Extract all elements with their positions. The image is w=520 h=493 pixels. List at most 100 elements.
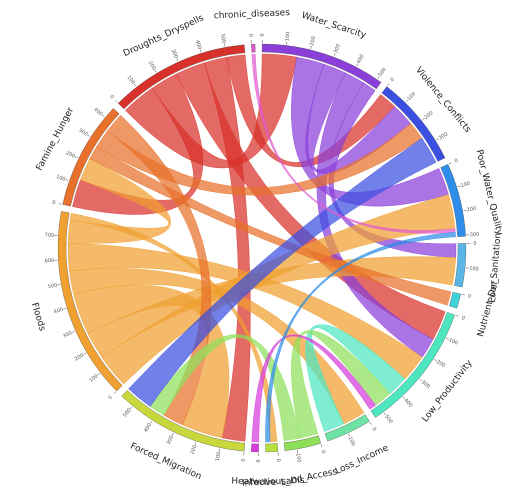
tick-label: 400 bbox=[194, 39, 203, 50]
tick-mark bbox=[419, 378, 423, 382]
tick-mark bbox=[63, 308, 67, 310]
tick-mark bbox=[58, 203, 62, 205]
tick-mark bbox=[436, 138, 440, 141]
tick-mark bbox=[422, 118, 425, 121]
segment-label: Poor_Water_Quality bbox=[474, 149, 505, 237]
chord bbox=[226, 54, 396, 167]
tick-label: 0 bbox=[260, 33, 266, 36]
tick-label: 100 bbox=[215, 451, 223, 462]
tick-label: 400 bbox=[403, 398, 414, 409]
tick-label: 100 bbox=[294, 453, 302, 463]
tick-mark bbox=[348, 433, 350, 437]
tick-mark bbox=[387, 83, 390, 86]
tick-label: 0 bbox=[256, 459, 262, 462]
tick-label: 0 bbox=[370, 426, 377, 432]
tick-label: 300 bbox=[77, 128, 88, 138]
tick-mark bbox=[455, 315, 459, 317]
tick-label: 300 bbox=[62, 330, 73, 339]
segment-arc bbox=[449, 292, 461, 309]
tick-label: 100 bbox=[406, 91, 417, 102]
segment-arc bbox=[251, 443, 259, 453]
segment-arc bbox=[324, 414, 370, 442]
tick-mark bbox=[310, 45, 312, 49]
chord bbox=[203, 57, 251, 442]
segment-label: Floods bbox=[29, 302, 47, 333]
chord bbox=[149, 334, 301, 441]
tick-label: 300 bbox=[438, 131, 449, 141]
chord bbox=[69, 268, 365, 425]
chord bbox=[305, 324, 406, 432]
tick-mark bbox=[356, 63, 359, 67]
tick-label: 0 bbox=[241, 458, 247, 462]
tick-mark bbox=[65, 179, 69, 181]
tick-label: 0 bbox=[107, 395, 113, 402]
tick-mark bbox=[434, 359, 437, 362]
tick-label: 300 bbox=[170, 48, 179, 59]
tick-mark bbox=[87, 134, 91, 137]
tick-mark bbox=[154, 69, 157, 73]
tick-mark bbox=[377, 76, 380, 79]
tick-label: 300 bbox=[333, 43, 342, 54]
tick-label: 0 bbox=[461, 315, 466, 322]
tick-label: 300 bbox=[420, 379, 431, 390]
tick-mark bbox=[133, 83, 137, 87]
tick-label: 0 bbox=[275, 459, 281, 463]
chord bbox=[89, 146, 452, 306]
segment-arc bbox=[118, 44, 246, 110]
tick-mark bbox=[448, 162, 452, 165]
tick-label: 100 bbox=[460, 181, 471, 190]
tick-mark bbox=[101, 114, 105, 118]
chord bbox=[305, 63, 412, 174]
tick-label: 0 bbox=[454, 158, 459, 165]
tick-mark bbox=[113, 391, 117, 395]
tick-mark bbox=[320, 444, 323, 448]
segment-label: Nutrient_Def bbox=[476, 279, 501, 338]
tick-label: 200 bbox=[74, 353, 85, 363]
tick-label: 0 bbox=[247, 34, 253, 37]
tick-mark bbox=[171, 432, 174, 436]
segment-arc bbox=[265, 443, 279, 453]
chord bbox=[328, 82, 457, 258]
segment-arc bbox=[57, 211, 123, 392]
segment-arc bbox=[251, 43, 256, 53]
tick-label: 700 bbox=[44, 232, 54, 239]
tick-mark bbox=[194, 442, 197, 446]
tick-label: 100 bbox=[88, 373, 99, 384]
tick-label: 400 bbox=[356, 54, 366, 65]
tick-label: 500 bbox=[383, 414, 394, 425]
tick-label: 400 bbox=[92, 107, 103, 118]
tick-mark bbox=[405, 99, 409, 103]
tick-label: 300 bbox=[166, 435, 176, 446]
tick-label: 500 bbox=[377, 67, 387, 78]
tick-mark bbox=[199, 49, 202, 53]
tick-mark bbox=[97, 373, 100, 376]
tick-label: 0 bbox=[108, 94, 115, 100]
tick-mark bbox=[461, 294, 465, 296]
chord bbox=[265, 231, 456, 443]
tick-mark bbox=[176, 58, 179, 62]
tick-label: 600 bbox=[44, 258, 54, 265]
tick-mark bbox=[150, 420, 153, 424]
chord bbox=[106, 114, 212, 426]
tick-label: 400 bbox=[53, 307, 64, 316]
tick-label: 500 bbox=[219, 33, 227, 43]
tick-label: 500 bbox=[47, 283, 57, 291]
segment-label: Infectious_Dis bbox=[242, 476, 305, 489]
tick-label: 100 bbox=[469, 266, 479, 273]
tick-label: 200 bbox=[65, 150, 76, 160]
tick-mark bbox=[296, 449, 298, 453]
tick-mark bbox=[57, 284, 61, 286]
tick-label: 0 bbox=[473, 241, 476, 247]
segment-arc bbox=[283, 435, 321, 451]
segment-label: Famine_Hunger bbox=[35, 106, 77, 173]
segment-label: Droughts_Dryspells bbox=[122, 13, 206, 59]
tick-mark bbox=[333, 53, 336, 57]
tick-label: 200 bbox=[309, 36, 317, 47]
tick-mark bbox=[75, 156, 78, 159]
tick-mark bbox=[463, 209, 467, 211]
tick-label: 200 bbox=[190, 444, 199, 455]
tick-label: 300 bbox=[470, 232, 480, 239]
segment-arc bbox=[381, 86, 446, 162]
tick-mark bbox=[383, 412, 387, 416]
segment-label: chronic_diseases bbox=[214, 8, 291, 21]
